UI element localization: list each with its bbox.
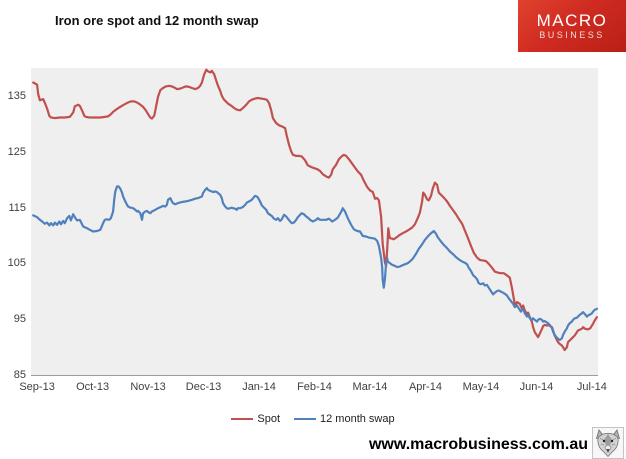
logo-text-macro: MACRO	[536, 10, 608, 30]
x-tick-label: Sep-13	[19, 381, 55, 393]
logo-text-business: BUSINESS	[539, 29, 605, 40]
x-tick-label: Nov-13	[130, 381, 166, 393]
x-tick-label: Dec-13	[185, 381, 222, 393]
x-tick-label: May-14	[462, 381, 500, 393]
legend-line-swatch	[231, 417, 254, 421]
legend-label: Spot	[257, 413, 281, 425]
x-tick-label: Jan-14	[242, 381, 276, 393]
legend-item-spot: Spot	[231, 413, 280, 425]
y-tick-label: 85	[13, 368, 26, 381]
legend-item-12-month-swap: 12 month swap	[294, 413, 395, 425]
site-url-text: www.macrobusiness.com.au	[368, 436, 588, 453]
x-tick-label: Apr-14	[408, 381, 442, 393]
x-tick-label: Jun-14	[519, 381, 554, 393]
y-tick-label: 125	[7, 146, 26, 159]
page-title: Iron ore spot and 12 month swap	[55, 13, 259, 28]
plot-area	[31, 68, 598, 376]
line-chart	[32, 68, 598, 352]
series-line-12-month-swap	[32, 185, 598, 342]
x-tick-label: Feb-14	[297, 381, 332, 393]
series-line-spot	[32, 68, 598, 352]
legend-label: 12 month swap	[320, 413, 395, 425]
x-tick-label: Jul-14	[576, 381, 607, 393]
chart-legend: Spot 12 month swap	[0, 413, 626, 425]
x-tick-label: Oct-13	[76, 381, 110, 393]
macrobusiness-logo: MACRO BUSINESS	[518, 0, 626, 52]
y-tick-label: 95	[13, 312, 26, 325]
y-tick-label: 115	[8, 201, 26, 214]
wolf-logo-icon	[592, 427, 624, 459]
x-tick-label: Mar-14	[352, 381, 388, 393]
y-tick-label: 135	[7, 90, 26, 103]
y-tick-label: 105	[7, 257, 26, 270]
legend-line-swatch	[294, 417, 317, 421]
